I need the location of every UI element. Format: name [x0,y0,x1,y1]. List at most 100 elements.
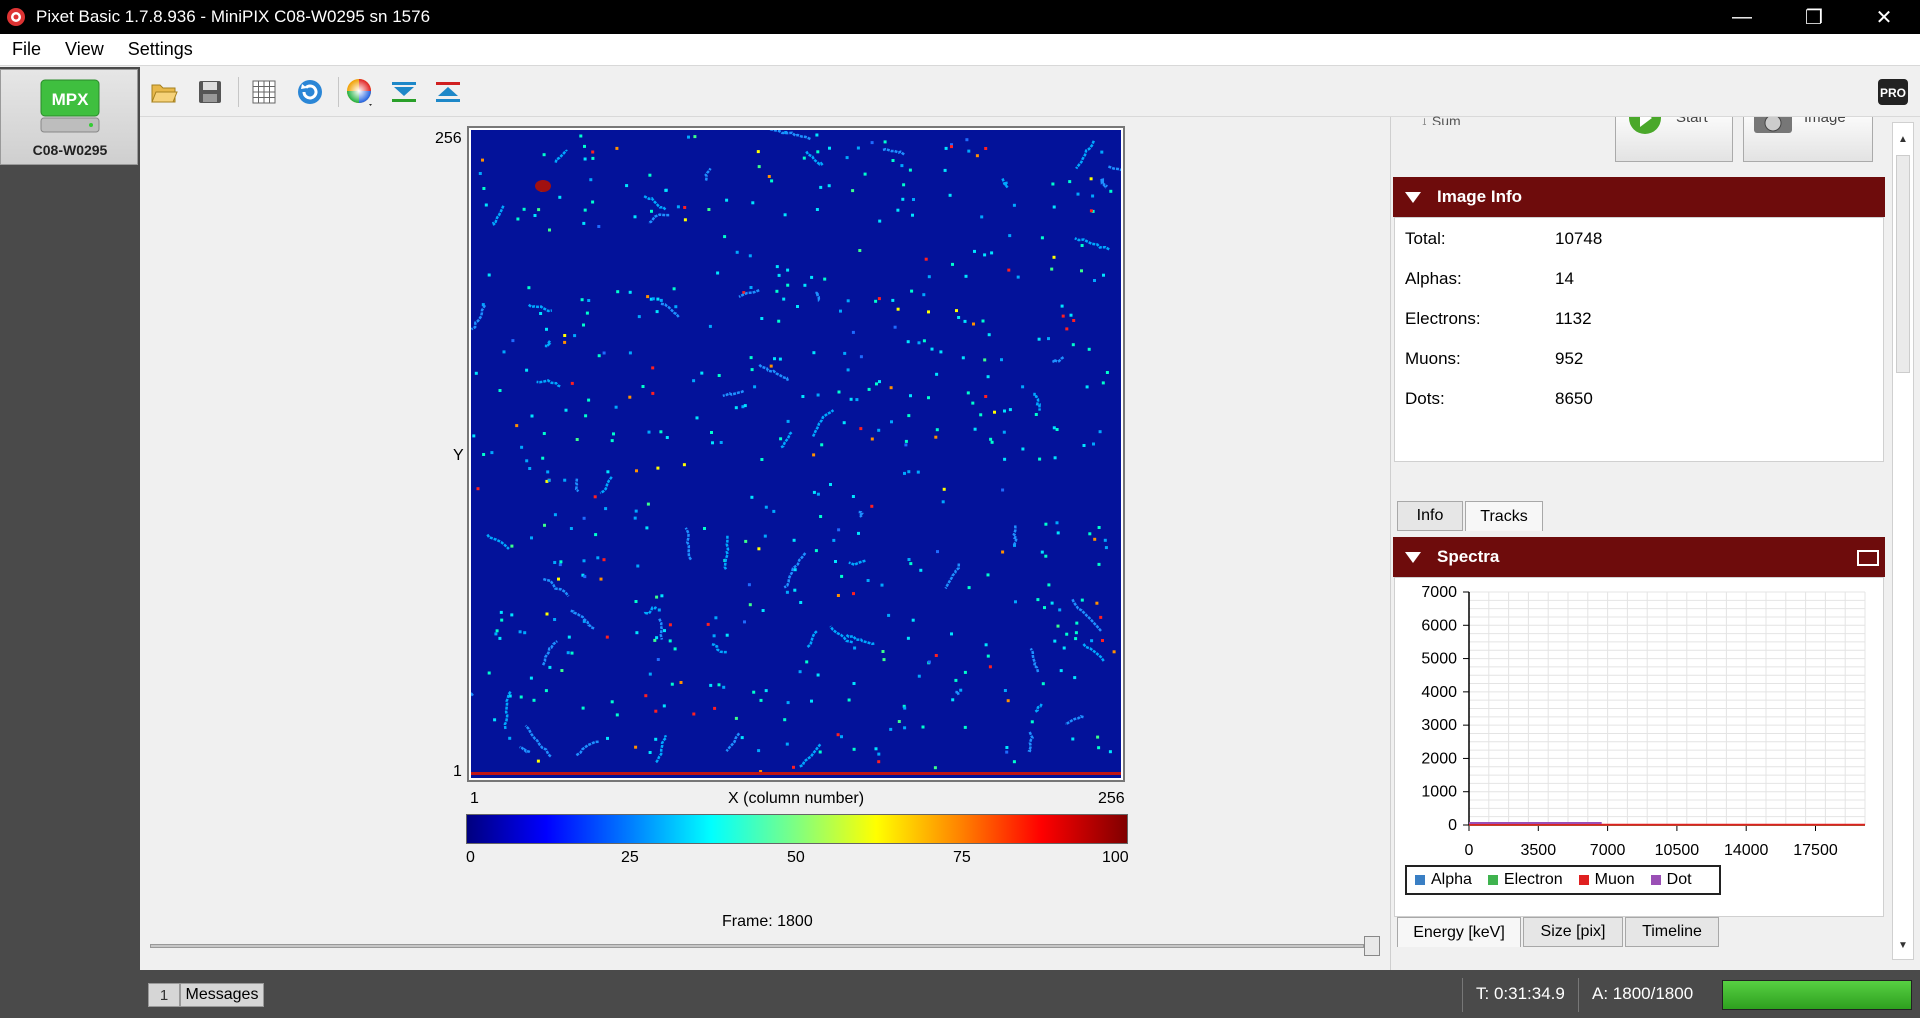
hit-pixel [1040,550,1044,554]
hit-pixel [593,495,597,499]
right-panel-scrollbar[interactable]: ▲ ▼ [1892,122,1914,960]
collapse-button[interactable] [388,76,420,108]
menu-settings[interactable]: Settings [127,39,193,59]
menu-bar: File View Settings [0,34,1920,66]
track [723,535,730,570]
expand-button[interactable] [432,76,464,108]
hit-pixel [1101,381,1105,385]
hit-pixel [648,751,652,754]
hit-pixel [852,747,856,751]
hit-pixel [532,698,536,702]
hit-pixel [692,712,696,716]
hit-pixel [971,401,975,405]
hit-pixel [770,179,774,183]
hit-pixel [878,380,881,384]
hit-pixel [1071,737,1075,741]
menu-view[interactable]: View [65,39,104,59]
info-value: 952 [1555,349,1584,368]
hit-pixel [792,765,795,769]
toolbar-separator [238,77,239,107]
grid-button[interactable] [248,76,280,108]
track [1100,177,1108,189]
hit-pixel [1076,192,1080,196]
hit-pixel [919,568,923,572]
tab-tracks[interactable]: Tracks [1465,501,1543,531]
start-button[interactable]: Start [1615,117,1733,162]
tab-size[interactable]: Size [pix] [1523,917,1623,947]
hit-pixel [922,293,926,297]
close-button[interactable]: ✕ [1875,6,1893,29]
image-info-header[interactable]: Image Info [1393,177,1885,217]
frame-slider-handle[interactable] [1364,936,1380,956]
hit-pixel [516,217,520,221]
hit-pixel [1096,735,1100,739]
hit-pixel [815,208,819,211]
hit-pixel [659,430,663,434]
hit-pixel [581,573,585,577]
sum-control[interactable]: ↓ Sum [1421,113,1461,125]
colorbar [466,814,1128,844]
hit-pixel [1091,209,1095,213]
image-button[interactable]: Image [1743,117,1873,162]
track [811,409,835,438]
hit-pixel [665,436,669,439]
collapse-triangle-icon [1405,191,1421,203]
hit-pixel [819,515,823,518]
hit-pixel [857,531,860,535]
scroll-up-icon[interactable]: ▲ [1898,133,1908,145]
hit-pixel [1073,676,1077,680]
hit-pixel [877,760,881,764]
sum-arrow-icon: ↓ [1421,113,1432,125]
hit-pixel [903,471,906,475]
pro-button[interactable]: PRO [1876,76,1910,108]
expand-icon [436,82,460,102]
device-item[interactable]: MPX C08-W0295 [0,69,138,165]
hit-pixel [1065,327,1069,331]
spectra-header[interactable]: Spectra [1393,537,1885,577]
hit-pixel [1085,385,1089,389]
hit-pixel [481,303,485,307]
hit-pixel [818,750,822,754]
folder-open-icon [151,84,178,103]
maximize-panel-icon[interactable] [1857,550,1879,566]
hit-pixel [1050,267,1054,271]
minimize-button[interactable]: — [1732,5,1752,28]
hit-pixel [935,428,939,432]
open-button[interactable] [148,76,180,108]
scrollbar-thumb[interactable] [1896,155,1910,373]
hit-pixel [606,470,610,474]
save-button[interactable] [194,76,226,108]
scroll-down-icon[interactable]: ▼ [1898,939,1908,951]
hit-pixel [911,213,914,217]
hit-pixel [742,291,746,295]
hit-pixel [984,395,988,398]
hit-pixel [653,638,657,642]
messages-count-badge[interactable]: 1 [148,983,180,1007]
hit-pixel [877,428,881,432]
messages-button[interactable]: Messages [180,983,264,1007]
hit-pixel [648,672,652,676]
detector-pixel-map[interactable] [471,130,1121,778]
tab-timeline[interactable]: Timeline [1625,917,1719,947]
menu-file[interactable]: File [12,39,42,59]
track [1074,237,1110,251]
refresh-button[interactable] [294,76,326,108]
hit-pixel [518,630,522,634]
hit-pixel [1008,408,1012,412]
track [491,204,505,226]
hit-pixel [874,747,878,751]
hit-pixel [906,340,910,344]
hit-pixel [527,286,531,290]
hit-pixel [725,198,729,202]
hit-pixel [1016,275,1020,279]
tab-energy[interactable]: Energy [keV] [1397,917,1521,947]
colormap-button[interactable] [344,76,376,108]
legend-label-electron: Electron [1503,871,1563,888]
camera-icon [1754,117,1792,133]
hit-pixel [614,405,618,409]
frame-slider-track[interactable] [150,944,1364,948]
hit-pixel [662,704,666,708]
x-tick-label: 3500 [1521,842,1557,859]
maximize-button[interactable]: ❐ [1805,6,1823,29]
tab-info[interactable]: Info [1397,501,1463,531]
